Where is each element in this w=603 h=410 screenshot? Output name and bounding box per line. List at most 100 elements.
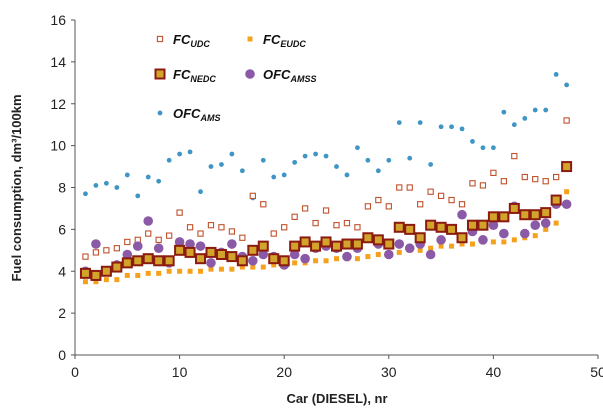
point-OFC_AMS xyxy=(166,157,172,163)
point-FC_NEDC xyxy=(446,223,458,235)
legend-label-FC_EUDC: FCEUDC xyxy=(263,32,306,49)
point-OFC_AMSS xyxy=(289,249,300,260)
point-FC_NEDC xyxy=(111,261,123,273)
point-FC_EUDC xyxy=(229,266,235,272)
point-FC_UDC xyxy=(563,117,570,124)
point-FC_UDC xyxy=(427,188,434,195)
point-OFC_AMS xyxy=(114,185,120,190)
point-FC_EUDC xyxy=(334,256,339,262)
point-FC_EUDC xyxy=(239,264,245,270)
point-OFC_AMSS xyxy=(122,249,133,260)
legend-entry-OFC_AMSS: OFCAMSS xyxy=(245,67,316,84)
point-FC_NEDC xyxy=(561,161,573,173)
point-OFC_AMS xyxy=(271,174,277,180)
point-FC_EUDC xyxy=(459,241,465,247)
point-FC_NEDC xyxy=(153,255,165,267)
point-OFC_AMSS xyxy=(153,243,164,254)
x-tick-label: 0 xyxy=(71,364,79,380)
point-FC_UDC xyxy=(417,201,424,208)
point-FC_UDC xyxy=(511,152,518,160)
point-FC_EUDC xyxy=(198,268,204,274)
point-OFC_AMS xyxy=(511,122,517,128)
point-FC_NEDC xyxy=(100,265,112,277)
point-OFC_AMSS xyxy=(561,199,572,210)
point-FC_UDC xyxy=(479,182,487,189)
point-FC_NEDC xyxy=(508,202,520,214)
x-tick-label: 20 xyxy=(276,364,292,380)
legend-entry-FC_EUDC: FCEUDC xyxy=(247,32,306,49)
y-tick-label: 16 xyxy=(50,12,66,28)
point-FC_EUDC xyxy=(428,245,434,251)
point-FC_EUDC xyxy=(375,252,381,257)
point-FC_UDC xyxy=(197,230,204,237)
point-OFC_AMSS xyxy=(91,239,101,249)
point-FC_EUDC xyxy=(156,270,162,276)
point-FC_NEDC xyxy=(268,253,280,265)
legend-marker-FC_UDC xyxy=(156,35,164,43)
point-FC_EUDC xyxy=(124,272,130,278)
point-FC_UDC xyxy=(82,253,89,260)
point-FC_UDC xyxy=(113,245,120,252)
point-FC_NEDC xyxy=(121,257,133,269)
point-OFC_AMS xyxy=(177,151,183,157)
point-FC_EUDC xyxy=(396,249,402,255)
point-FC_UDC xyxy=(500,178,508,185)
series-FC_EUDC xyxy=(82,189,570,285)
point-FC_UDC xyxy=(333,222,340,229)
point-OFC_AMS xyxy=(396,120,402,125)
point-OFC_AMSS xyxy=(404,243,415,254)
legend-label-FC_NEDC: FCNEDC xyxy=(173,67,216,84)
point-OFC_AMSS xyxy=(300,253,310,264)
point-OFC_AMSS xyxy=(384,249,394,260)
y-tick-label: 8 xyxy=(58,180,66,196)
point-FC_NEDC xyxy=(278,255,290,267)
point-FC_EUDC xyxy=(543,226,549,232)
legend-marker-FC_EUDC xyxy=(247,36,253,42)
point-FC_EUDC xyxy=(208,266,214,272)
legend-label-OFC_AMS: OFCAMS xyxy=(173,106,220,123)
point-OFC_AMS xyxy=(103,180,109,186)
point-FC_UDC xyxy=(396,184,403,191)
point-OFC_AMSS xyxy=(530,220,541,230)
point-FC_NEDC xyxy=(215,249,227,260)
point-FC_UDC xyxy=(521,173,528,181)
series-FC_NEDC xyxy=(79,161,573,281)
point-FC_EUDC xyxy=(82,279,88,285)
x-tick-label: 10 xyxy=(172,364,188,380)
y-tick-label: 4 xyxy=(58,263,66,279)
point-FC_EUDC xyxy=(417,247,423,253)
point-FC_NEDC xyxy=(393,221,405,233)
point-OFC_AMS xyxy=(375,168,381,174)
point-OFC_AMSS xyxy=(248,255,258,266)
point-FC_UDC xyxy=(207,222,215,229)
point-FC_UDC xyxy=(354,224,361,231)
point-OFC_AMS xyxy=(553,72,559,77)
point-FC_NEDC xyxy=(205,246,217,258)
point-FC_NEDC xyxy=(289,240,301,252)
point-FC_NEDC xyxy=(195,253,207,265)
point-FC_UDC xyxy=(322,207,330,214)
point-OFC_AMS xyxy=(313,151,318,157)
point-FC_EUDC xyxy=(490,239,496,245)
point-FC_NEDC xyxy=(362,232,374,244)
point-OFC_AMS xyxy=(543,107,549,113)
point-FC_EUDC xyxy=(354,256,360,262)
point-FC_EUDC xyxy=(553,220,559,226)
point-OFC_AMS xyxy=(302,153,308,159)
point-FC_UDC xyxy=(228,228,236,235)
point-FC_EUDC xyxy=(438,243,444,249)
point-OFC_AMSS xyxy=(540,218,551,228)
point-OFC_AMSS xyxy=(457,209,467,220)
legend: FCUDC FCEUDC FCNEDC OFCAMSS OFCAMS xyxy=(154,32,316,123)
point-OFC_AMS xyxy=(208,164,214,169)
point-FC_UDC xyxy=(103,247,110,254)
legend-marker-OFC_AMSS xyxy=(245,69,255,79)
point-OFC_AMSS xyxy=(227,239,237,249)
point-FC_UDC xyxy=(260,201,267,208)
point-OFC_AMS xyxy=(480,145,486,151)
point-FC_EUDC xyxy=(564,189,570,195)
point-FC_NEDC xyxy=(383,238,395,250)
point-FC_UDC xyxy=(239,234,246,241)
point-OFC_AMS xyxy=(365,157,371,163)
point-FC_UDC xyxy=(553,173,560,181)
